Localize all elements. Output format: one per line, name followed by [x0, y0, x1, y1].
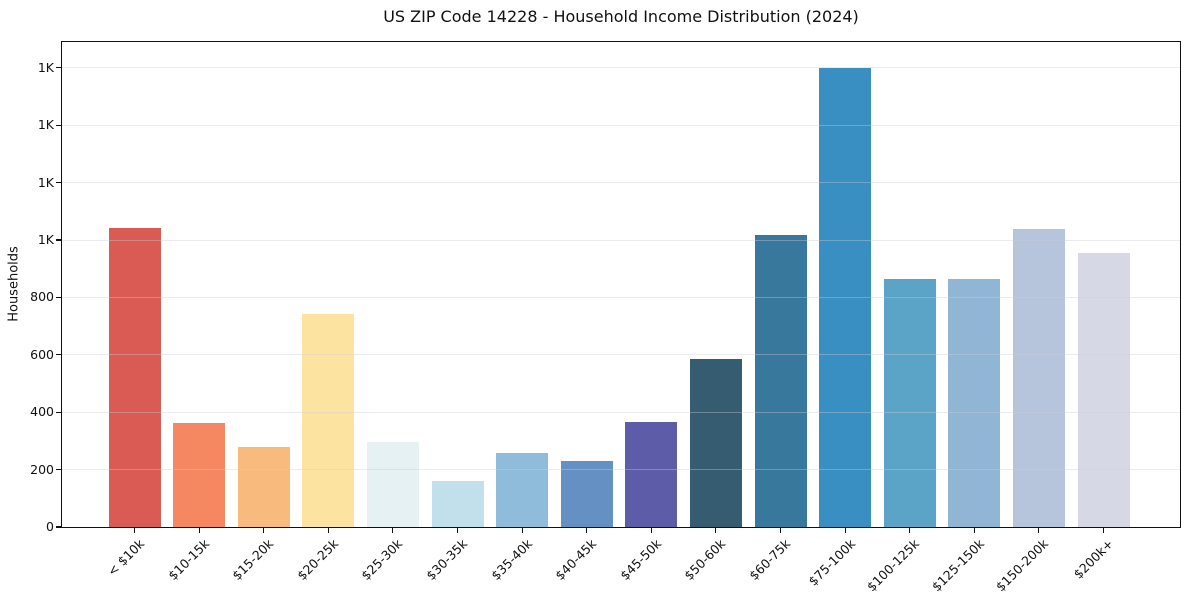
x-tick-mark	[779, 528, 782, 533]
bar-200k	[1077, 252, 1130, 527]
bar-35-40k	[496, 452, 549, 527]
plot-area	[61, 41, 1181, 528]
y-tick-mark	[56, 182, 61, 184]
bar-30-35k	[431, 481, 484, 527]
x-tick-mark	[586, 528, 588, 533]
bar-10-15k	[173, 423, 226, 527]
y-tick-label: 800	[30, 289, 54, 305]
bar-60-75k	[754, 235, 807, 527]
y-tick-label: 1K	[37, 59, 54, 75]
x-tick-mark	[1102, 528, 1105, 533]
y-tick-mark	[56, 67, 61, 69]
y-tick-mark	[56, 411, 61, 413]
y-tick-label: 0	[46, 519, 54, 534]
y-tick-label: 1K	[37, 174, 54, 190]
y-tick-label: 1K	[37, 117, 54, 133]
gridline	[62, 296, 1180, 298]
y-tick-mark	[56, 296, 61, 298]
x-tick-mark	[1038, 528, 1040, 533]
y-axis-label: Households	[6, 246, 22, 322]
bar-100-125k	[883, 279, 936, 527]
x-tick-mark	[198, 528, 200, 533]
bar-45-50k	[625, 421, 678, 527]
gridline	[62, 239, 1180, 241]
x-tick-mark	[909, 528, 911, 533]
bar-150-200k	[1012, 229, 1065, 527]
y-tick-mark	[56, 124, 61, 126]
y-tick-mark	[56, 239, 61, 241]
gridline	[62, 354, 1180, 356]
y-tick-label: 400	[30, 404, 54, 420]
y-tick-mark	[56, 526, 61, 528]
x-tick-mark	[327, 528, 329, 533]
y-tick-label: 1K	[37, 232, 54, 248]
gridline	[62, 67, 1180, 69]
bar-10k	[108, 227, 161, 527]
x-tick-mark	[973, 528, 975, 533]
y-tick-label: 600	[30, 346, 54, 362]
x-tick-mark	[844, 528, 846, 533]
bar-25-30k	[366, 442, 419, 527]
x-tick-mark	[650, 528, 652, 533]
x-tick-mark	[715, 528, 717, 533]
gridline	[62, 124, 1180, 126]
bar-125-150k	[948, 279, 1001, 527]
x-tick-mark	[521, 528, 523, 533]
bar-40-45k	[560, 461, 613, 527]
y-tick-mark	[56, 354, 61, 356]
bar-20-25k	[302, 314, 355, 527]
bar-75-100k	[819, 67, 872, 527]
bar-50-60k	[689, 358, 742, 527]
gridline	[62, 182, 1180, 184]
bar-15-20k	[237, 446, 290, 527]
gridline	[62, 469, 1180, 471]
x-tick-mark	[456, 528, 459, 533]
y-tick-label: 200	[30, 461, 54, 477]
x-tick-mark	[133, 528, 136, 533]
chart-title: US ZIP Code 14228 - Household Income Dis…	[383, 7, 859, 26]
gridline	[62, 411, 1180, 413]
x-tick-mark	[392, 528, 394, 533]
y-tick-mark	[56, 469, 61, 471]
x-tick-mark	[263, 528, 265, 533]
